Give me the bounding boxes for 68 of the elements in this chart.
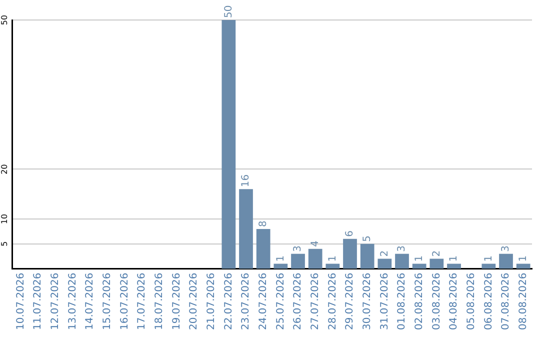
data-label: 1	[275, 255, 286, 262]
x-tick-label: 27.07.2026	[310, 272, 321, 330]
x-tick-label: 18.07.2026	[154, 272, 165, 330]
bar	[360, 244, 374, 269]
x-tick-label: 29.07.2026	[344, 272, 356, 330]
data-label: 1	[518, 255, 529, 262]
x-tick-label: 04.08.2026	[448, 272, 460, 330]
x-tick-label: 14.07.2026	[84, 272, 96, 330]
bar	[447, 264, 461, 269]
x-tick-label: 12.07.2026	[50, 272, 61, 330]
bar	[222, 20, 236, 269]
data-label: 4	[310, 240, 321, 247]
x-tick-label: 15.07.2026	[102, 272, 113, 330]
data-label: 8	[258, 220, 269, 227]
x-tick-label: 08.08.2026	[518, 272, 529, 330]
x-tick-label: 28.07.2026	[327, 272, 338, 330]
x-tick-label: 23.07.2026	[240, 272, 252, 330]
data-label: 3	[500, 245, 512, 252]
x-tick-label: 10.07.2026	[15, 272, 26, 330]
bar	[378, 258, 392, 269]
data-label: 2	[431, 250, 442, 257]
bar	[482, 264, 496, 269]
x-tick-label: 22.07.2026	[223, 272, 234, 330]
data-label: 3	[292, 245, 304, 252]
bar	[412, 264, 426, 269]
bar	[430, 258, 444, 269]
y-tick-label: 10	[0, 214, 10, 224]
bar	[326, 264, 340, 269]
data-label: 1	[483, 255, 494, 262]
x-tick-label: 02.08.2026	[414, 272, 425, 330]
x-tick-label: 24.07.2026	[258, 272, 269, 330]
data-label: 2	[379, 250, 390, 257]
x-tick-label: 30.07.2026	[362, 272, 373, 330]
bar	[239, 189, 253, 269]
data-label: 1	[414, 255, 425, 262]
x-tick-label: 19.07.2026	[171, 272, 182, 330]
x-tick-label: 25.07.2026	[275, 272, 286, 330]
x-tick-label: 17.07.2026	[136, 272, 148, 330]
y-tick-label: 20	[0, 164, 10, 174]
x-tick-label: 01.08.2026	[396, 272, 408, 330]
bar	[291, 254, 305, 269]
data-label: 1	[327, 255, 338, 262]
x-tick-label: 03.08.2026	[431, 272, 442, 330]
x-tick-label: 06.08.2026	[483, 272, 494, 330]
y-tick-label: 50	[0, 14, 10, 26]
bar	[256, 228, 270, 269]
x-tick-label: 31.07.2026	[379, 272, 390, 330]
data-label: 3	[396, 245, 408, 252]
data-label: 1	[448, 255, 460, 262]
x-tick-label: 13.07.2026	[67, 272, 78, 330]
bar	[274, 264, 288, 269]
x-tick-label: 11.07.2026	[32, 272, 44, 330]
bar	[499, 254, 513, 269]
x-tick-label: 05.08.2026	[466, 272, 477, 330]
x-tick-label: 07.08.2026	[500, 272, 512, 330]
bar	[516, 264, 530, 269]
y-tick-label: 5	[0, 241, 10, 246]
data-label: 6	[344, 230, 356, 237]
x-tick-label: 16.07.2026	[119, 272, 130, 330]
x-tick-label: 21.07.2026	[206, 272, 217, 330]
x-tick-label: 26.07.2026	[292, 272, 304, 330]
data-label: 5	[362, 235, 373, 242]
data-label: 50	[223, 5, 234, 18]
data-label: 16	[240, 174, 252, 188]
x-tick-label: 20.07.2026	[188, 272, 200, 330]
bar	[308, 248, 322, 269]
bar	[395, 254, 409, 269]
bar	[343, 238, 357, 269]
